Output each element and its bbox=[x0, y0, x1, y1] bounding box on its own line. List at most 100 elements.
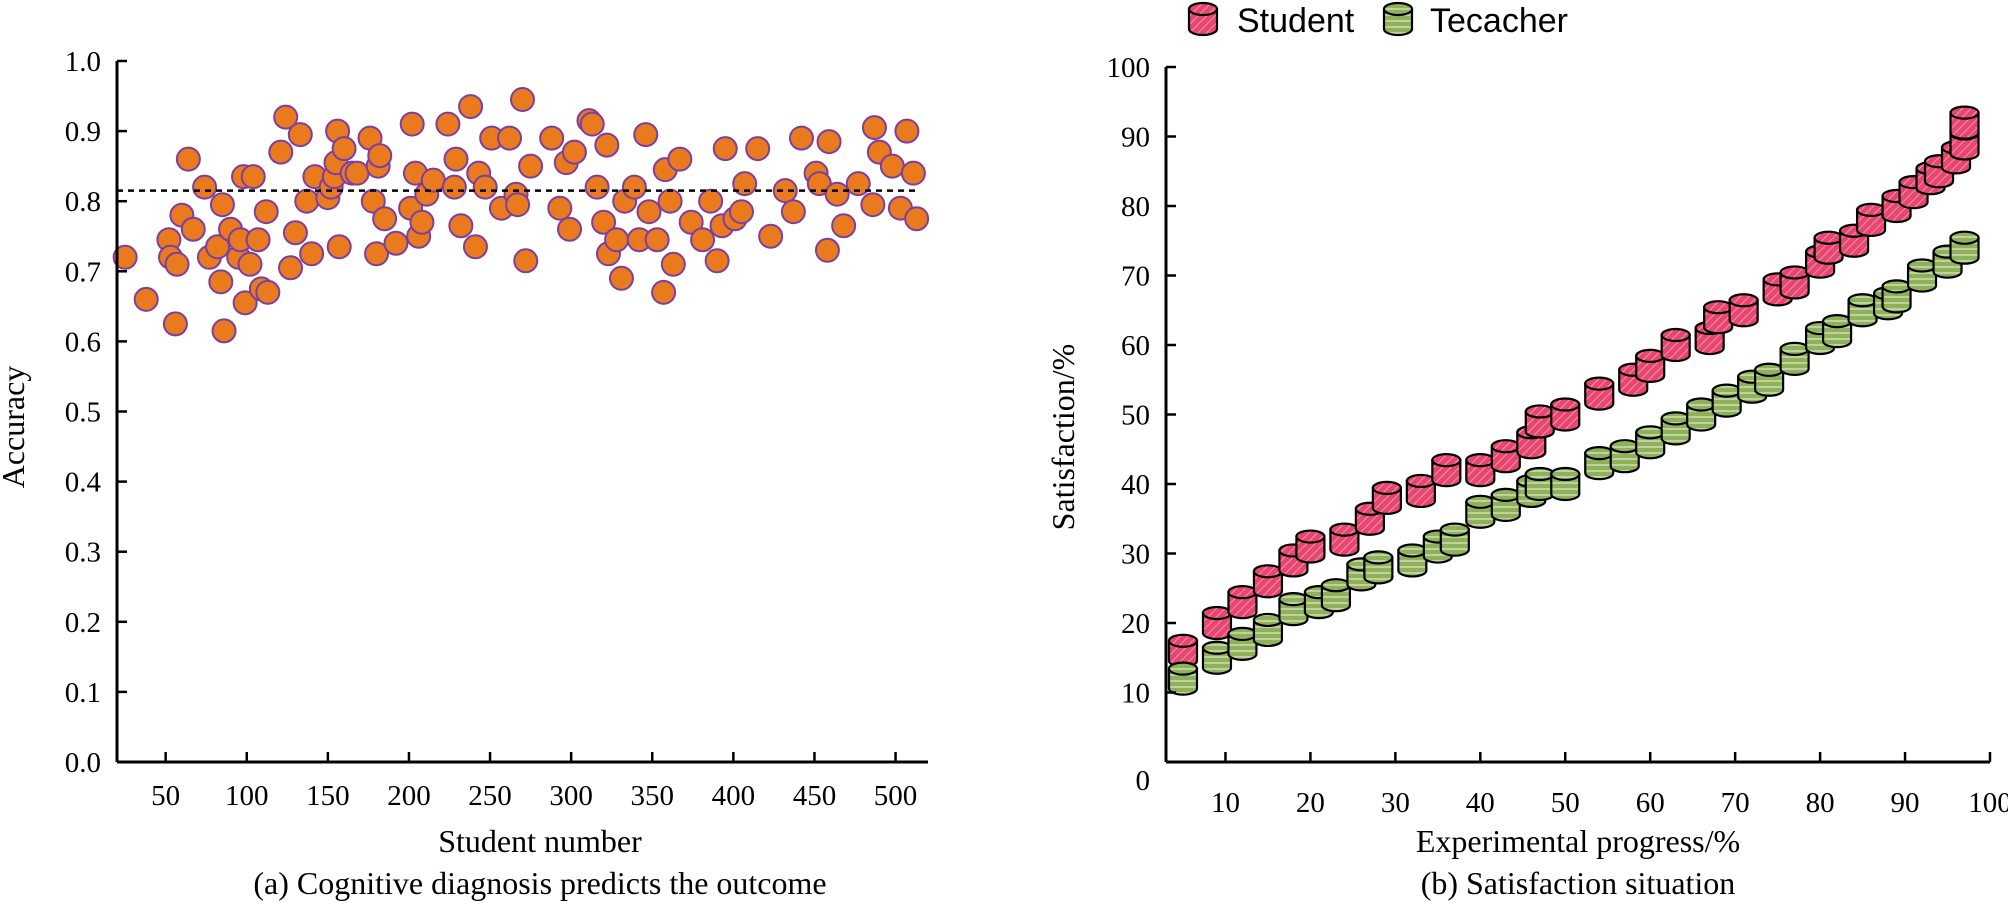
scatter-point bbox=[667, 146, 693, 172]
chart-a-x-axis-title: Student number bbox=[438, 823, 642, 859]
scatter-point bbox=[232, 290, 258, 316]
scatter-point bbox=[164, 251, 190, 277]
chart-a-y-axis-title: Accuracy bbox=[0, 366, 31, 489]
student-marker bbox=[1584, 376, 1615, 411]
student-marker bbox=[1295, 529, 1326, 564]
x-tick-label: 50 bbox=[151, 780, 180, 812]
y-tick-label: 0.0 bbox=[65, 747, 101, 779]
teacher-marker bbox=[1422, 529, 1453, 564]
teacher-marker bbox=[1397, 543, 1428, 578]
scatter-point bbox=[745, 136, 771, 162]
scatter-point bbox=[278, 255, 304, 281]
x-tick-label: 100 bbox=[1968, 787, 2008, 819]
teacher-marker bbox=[1754, 362, 1785, 397]
scatter-point bbox=[732, 171, 758, 197]
scatter-point bbox=[814, 237, 840, 263]
student-marker bbox=[1838, 223, 1870, 258]
y-tick-label: 60 bbox=[1121, 330, 1150, 362]
scatter-point bbox=[505, 192, 531, 218]
x-tick-label: 10 bbox=[1211, 787, 1240, 819]
scatter-point bbox=[287, 122, 313, 148]
scatter-point bbox=[788, 125, 814, 151]
scatter-point bbox=[326, 234, 352, 260]
scatter-point bbox=[660, 251, 686, 277]
scatter-point bbox=[240, 164, 266, 190]
scatter-point bbox=[133, 286, 159, 312]
scatter-point bbox=[824, 181, 850, 207]
scatter-point bbox=[420, 167, 446, 193]
x-tick-label: 70 bbox=[1721, 787, 1750, 819]
scatter-point bbox=[651, 279, 677, 305]
x-tick-label: 400 bbox=[712, 780, 756, 812]
scatter-point bbox=[636, 199, 662, 225]
scatter-point bbox=[253, 199, 279, 225]
chart-b-legend: Student Tecacher bbox=[1187, 1, 1568, 40]
scatter-point bbox=[367, 143, 393, 169]
scatter-point bbox=[644, 227, 670, 253]
y-tick-label: 0.8 bbox=[65, 186, 101, 218]
scatter-point bbox=[237, 251, 263, 277]
student-marker bbox=[1329, 522, 1360, 557]
scatter-point bbox=[435, 111, 461, 137]
scatter-point bbox=[364, 241, 390, 267]
teacher-marker bbox=[1881, 279, 1912, 314]
legend-teacher-cylinder bbox=[1382, 1, 1414, 37]
scatter-point bbox=[112, 244, 138, 270]
student-marker bbox=[1227, 585, 1258, 620]
scatter-point bbox=[557, 216, 583, 242]
chart-a-axes bbox=[115, 59, 928, 764]
y-tick-label: 20 bbox=[1121, 608, 1150, 640]
x-tick-label: 350 bbox=[631, 780, 675, 812]
chart-b-axes bbox=[1164, 65, 1992, 764]
chart-a-caption: (a) Cognitive diagnosis predicts the out… bbox=[253, 865, 826, 901]
legend-student-cylinder bbox=[1187, 1, 1219, 37]
scatter-point bbox=[894, 118, 920, 144]
scatter-point bbox=[175, 146, 201, 172]
x-tick-label: 20 bbox=[1296, 787, 1325, 819]
x-tick-label: 100 bbox=[225, 780, 269, 812]
student-marker bbox=[1813, 230, 1844, 265]
scatter-point bbox=[845, 171, 871, 197]
scatter-point bbox=[205, 234, 231, 260]
teacher-marker bbox=[1660, 411, 1691, 446]
teacher-marker bbox=[1490, 487, 1521, 522]
teacher-marker bbox=[1686, 397, 1717, 432]
scatter-point bbox=[448, 213, 474, 239]
x-tick-label: 450 bbox=[793, 780, 837, 812]
y-tick-label: 90 bbox=[1121, 122, 1150, 154]
chart-b-caption: (b) Satisfaction situation bbox=[1421, 865, 1736, 901]
scatter-point bbox=[255, 279, 281, 305]
y-tick-label: 0.2 bbox=[65, 607, 101, 639]
scatter-point bbox=[604, 227, 630, 253]
scatter-point bbox=[678, 209, 704, 235]
scatter-point bbox=[282, 220, 308, 246]
chart-b-x-axis-title: Experimental progress/% bbox=[1416, 823, 1740, 859]
teacher-marker bbox=[1320, 578, 1351, 613]
teacher-marker bbox=[1465, 494, 1496, 529]
scatter-point bbox=[273, 104, 299, 130]
scatter-point bbox=[162, 311, 188, 337]
scatter-point bbox=[458, 94, 484, 120]
student-marker bbox=[1728, 293, 1759, 328]
scatter-point bbox=[331, 136, 357, 162]
x-tick-label: 30 bbox=[1381, 787, 1410, 819]
scatter-point bbox=[208, 269, 234, 295]
scatter-point bbox=[879, 153, 905, 179]
legend-student-swatch bbox=[1187, 1, 1219, 37]
scatter-point bbox=[513, 248, 539, 274]
chart-a-x-tick-labels: 50 100 150 200 250 300 350 400 450 500 bbox=[151, 780, 917, 812]
x-tick-label: 300 bbox=[549, 780, 593, 812]
teacher-marker bbox=[1227, 626, 1258, 661]
student-marker bbox=[1635, 348, 1666, 383]
chart-a-y-tick-labels: 0.0 0.1 0.2 0.3 0.4 0.5 0.6 0.7 0.8 0.9 1.0 bbox=[65, 46, 102, 779]
scatter-point bbox=[409, 209, 435, 235]
chart-b-marks bbox=[1167, 105, 1980, 696]
x-tick-label: 60 bbox=[1636, 787, 1665, 819]
teacher-marker bbox=[1609, 439, 1640, 474]
student-marker bbox=[1252, 564, 1284, 599]
student-marker bbox=[1855, 202, 1887, 237]
student-marker bbox=[1201, 605, 1233, 641]
y-tick-label: 0.3 bbox=[65, 537, 101, 569]
scatter-point bbox=[245, 227, 271, 253]
